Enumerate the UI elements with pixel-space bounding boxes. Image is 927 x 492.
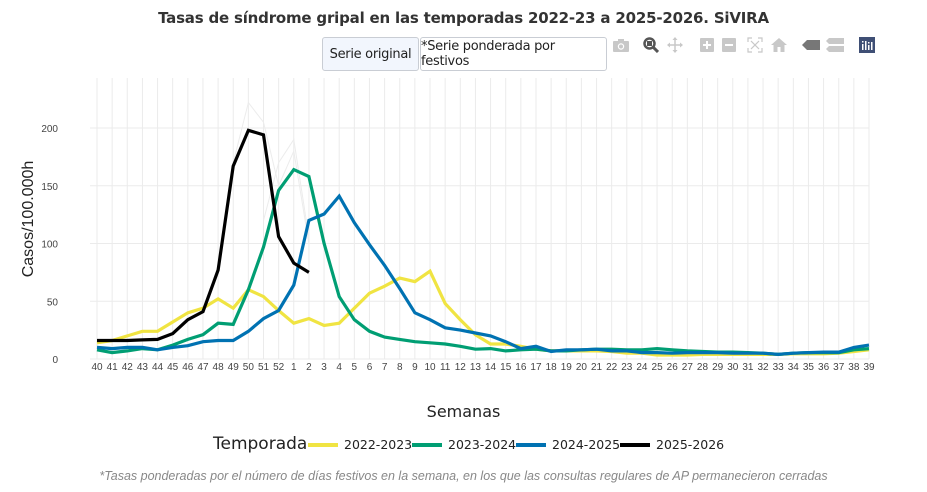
spike-lines-icon[interactable] xyxy=(802,36,820,54)
x-tick-label: 15 xyxy=(500,362,512,373)
x-tick-label: 19 xyxy=(561,362,573,373)
x-tick-label: 6 xyxy=(367,362,373,373)
grid xyxy=(90,78,870,360)
x-tick-label: 48 xyxy=(213,362,225,373)
zoom-out-icon[interactable] xyxy=(720,36,738,54)
x-tick-label: 31 xyxy=(742,362,754,373)
legend-item[interactable]: 2024-2025 xyxy=(516,437,620,452)
x-tick-label: 24 xyxy=(636,362,648,373)
legend-swatch xyxy=(308,442,338,447)
x-tick-label: 26 xyxy=(667,362,679,373)
x-tick-label: 17 xyxy=(530,362,542,373)
legend-label: 2022-2023 xyxy=(344,437,413,452)
legend-title: Temporada xyxy=(213,434,308,454)
legend-swatch xyxy=(412,442,442,447)
x-tick-label: 39 xyxy=(863,362,875,373)
x-tick-label: 35 xyxy=(803,362,815,373)
x-tick-label: 5 xyxy=(352,362,358,373)
legend-swatch xyxy=(516,442,546,447)
y-tick-label: 200 xyxy=(41,124,58,135)
compare-icon[interactable] xyxy=(826,36,844,54)
x-tick-label: 32 xyxy=(757,362,769,373)
legend-item[interactable]: 2022-2023 xyxy=(308,437,412,452)
x-tick-label: 14 xyxy=(485,362,497,373)
zoom-in-icon[interactable] xyxy=(698,36,716,54)
x-tick-label: 23 xyxy=(621,362,633,373)
x-tick-label: 22 xyxy=(606,362,618,373)
pan-icon[interactable] xyxy=(666,36,684,54)
x-tick-label: 50 xyxy=(243,362,255,373)
y-tick-label: 150 xyxy=(41,182,58,193)
x-tick-label: 51 xyxy=(258,362,270,373)
x-tick-label: 7 xyxy=(382,362,388,373)
legend-swatch xyxy=(620,442,650,447)
x-tick-label: 3 xyxy=(321,362,327,373)
autoscale-icon[interactable] xyxy=(746,36,764,54)
x-tick-label: 25 xyxy=(652,362,664,373)
legend-item[interactable]: 2025-2026 xyxy=(620,437,724,452)
footnote: *Tasas ponderadas por el número de días … xyxy=(99,469,828,483)
x-tick-label: 33 xyxy=(773,362,785,373)
x-tick-label: 8 xyxy=(397,362,403,373)
x-tick-label: 18 xyxy=(546,362,558,373)
x-tick-label: 29 xyxy=(712,362,724,373)
x-tick-label: 11 xyxy=(440,362,451,373)
x-tick-label: 21 xyxy=(591,362,603,373)
x-tick-label: 52 xyxy=(273,362,285,373)
series-line-2024-2025[interactable] xyxy=(96,193,870,357)
legend-label: 2024-2025 xyxy=(552,437,621,452)
x-tick-label: 42 xyxy=(122,362,134,373)
series-line-2023-2024[interactable] xyxy=(96,167,870,357)
x-tick-label: 34 xyxy=(788,362,800,373)
x-axis-label: Semanas xyxy=(426,402,501,421)
x-tick-label: 2 xyxy=(306,362,312,373)
x-tick-label: 36 xyxy=(818,362,830,373)
x-tick-label: 30 xyxy=(727,362,739,373)
legend-label: 2023-2024 xyxy=(448,437,517,452)
camera-icon[interactable] xyxy=(612,36,630,54)
home-icon[interactable] xyxy=(770,36,788,54)
x-tick-label: 37 xyxy=(833,362,845,373)
x-axis-ticks: 40 41 42 43 44 45 46 47 48 49 50 51 52 1 2 3 4 5 6 7 8 9 10 11 1… xyxy=(91,362,875,373)
x-tick-label: 20 xyxy=(576,362,588,373)
x-tick-label: 10 xyxy=(424,362,436,373)
x-tick-label: 13 xyxy=(470,362,482,373)
x-tick-label: 44 xyxy=(152,362,164,373)
weighted-series-button[interactable]: *Serie ponderada por festivos xyxy=(420,37,607,71)
y-axis-ticks: 0 50 100 150 200 xyxy=(41,124,58,366)
x-tick-label: 28 xyxy=(697,362,709,373)
x-tick-label: 12 xyxy=(455,362,467,373)
series-group xyxy=(96,128,870,357)
ghost-line xyxy=(232,101,310,244)
x-tick-label: 47 xyxy=(197,362,209,373)
x-tick-label: 27 xyxy=(682,362,694,373)
y-tick-label: 50 xyxy=(47,297,59,308)
y-tick-label: 100 xyxy=(41,240,58,251)
original-series-button[interactable]: Serie original xyxy=(322,37,419,71)
x-tick-label: 40 xyxy=(91,362,103,373)
x-tick-label: 4 xyxy=(336,362,342,373)
series-line-2025-2026[interactable] xyxy=(97,128,310,343)
legend-label: 2025-2026 xyxy=(656,437,725,452)
chart-title: Tasas de síndrome gripal en las temporad… xyxy=(158,9,769,27)
plotly-logo-icon[interactable] xyxy=(858,36,876,54)
zoom-icon[interactable] xyxy=(642,36,660,54)
x-tick-label: 41 xyxy=(107,362,119,373)
x-tick-label: 45 xyxy=(167,362,179,373)
x-tick-label: 38 xyxy=(848,362,860,373)
x-tick-label: 49 xyxy=(228,362,240,373)
x-tick-label: 16 xyxy=(515,362,527,373)
y-tick-label: 0 xyxy=(52,355,58,366)
x-tick-label: 1 xyxy=(291,362,297,373)
x-tick-label: 9 xyxy=(412,362,418,373)
x-tick-label: 46 xyxy=(182,362,194,373)
y-axis-label: Casos/100.000h xyxy=(20,161,37,278)
x-tick-label: 43 xyxy=(137,362,149,373)
legend-item[interactable]: 2023-2024 xyxy=(412,437,516,452)
